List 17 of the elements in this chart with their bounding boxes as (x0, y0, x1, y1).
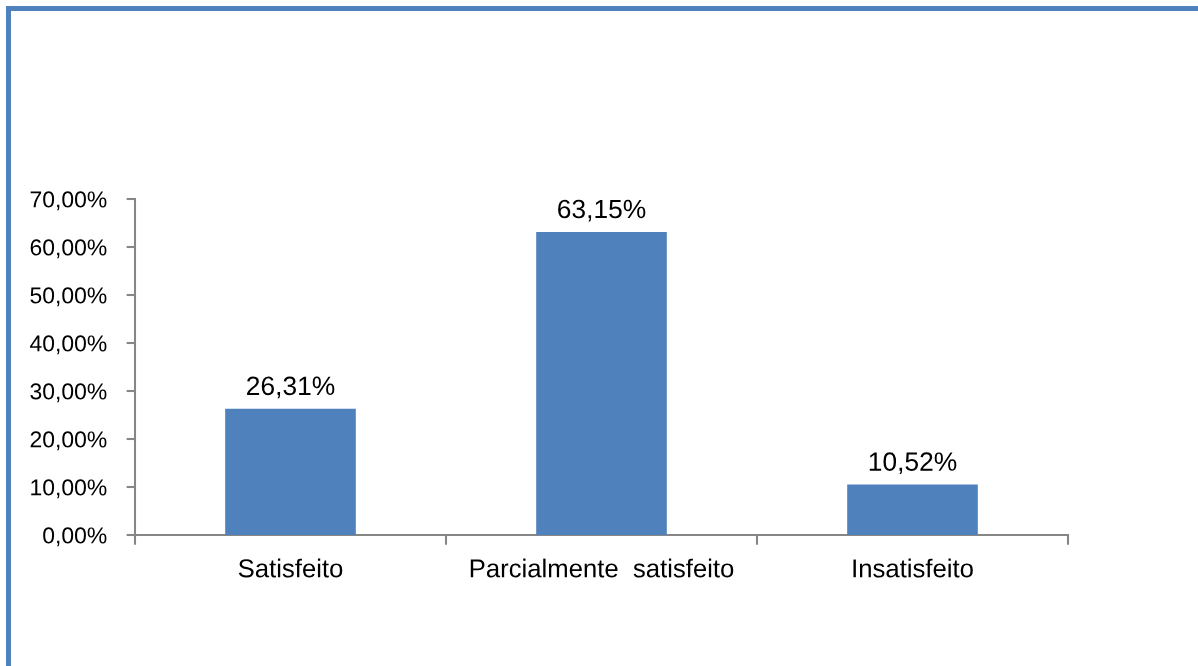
y-tick-label: 30,00% (30, 383, 107, 403)
y-tick-label: 10,00% (31, 479, 107, 499)
x-tick-label: Insatisfeito (853, 558, 973, 578)
data-label: 26,31% (247, 376, 335, 399)
x-tick-label: Parcialmente satisfeito (470, 558, 734, 578)
y-tick-label: 70,00% (30, 191, 107, 211)
bar (536, 231, 667, 535)
y-tick-label: 40,00% (30, 335, 107, 355)
y-tick-label: 60,00% (30, 239, 107, 259)
data-label: 63,15% (558, 199, 646, 222)
data-label: 10,52% (869, 452, 957, 475)
x-tick-label: Satisfeito (238, 558, 343, 578)
y-tick-label: 0,00% (43, 527, 107, 547)
bar (225, 408, 356, 535)
y-tick-label: 50,00% (30, 287, 107, 307)
y-tick-label: 20,00% (30, 431, 107, 451)
bar (847, 484, 978, 535)
